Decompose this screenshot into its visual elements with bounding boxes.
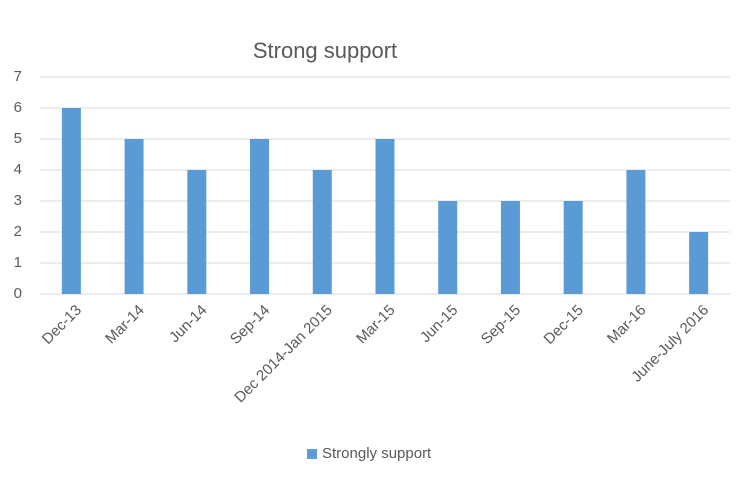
x-tick-label: Jun-15 [417, 302, 461, 346]
y-tick-label: 5 [14, 130, 22, 147]
y-tick-label: 7 [14, 68, 22, 85]
chart-title: Strong support [253, 38, 397, 63]
x-tick-label: Dec-15 [541, 302, 587, 348]
legend-swatch [307, 449, 317, 459]
bar [375, 139, 395, 294]
y-tick-label: 1 [14, 254, 22, 271]
x-tick-label: Mar-16 [604, 302, 650, 348]
bar [312, 170, 332, 294]
y-tick-label: 2 [14, 223, 22, 240]
bar [689, 232, 709, 294]
bar [500, 201, 520, 294]
y-tick-label: 0 [14, 285, 22, 302]
bar [61, 108, 81, 294]
bar [626, 170, 646, 294]
bar [250, 139, 270, 294]
y-tick-label: 6 [14, 99, 22, 116]
x-tick-label: Mar-14 [102, 302, 148, 348]
y-tick-label: 4 [14, 161, 22, 178]
bar [563, 201, 583, 294]
y-tick-label: 3 [14, 192, 22, 209]
x-tick-label: Sep-15 [478, 302, 524, 348]
x-tick-label: Sep-14 [227, 302, 273, 348]
legend-label: Strongly support [322, 445, 432, 462]
bar [438, 201, 458, 294]
bar [124, 139, 144, 294]
x-tick-label: Dec-13 [39, 302, 85, 348]
x-tick-label: Mar-15 [353, 302, 399, 348]
bar [187, 170, 207, 294]
x-tick-label: Jun-14 [166, 302, 210, 346]
